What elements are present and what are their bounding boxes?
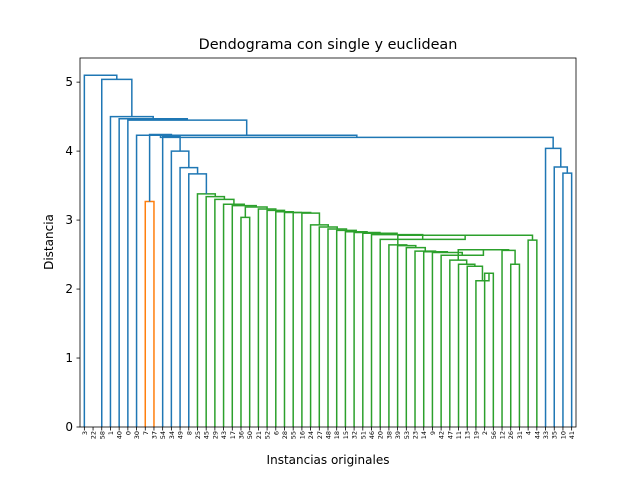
leaf-label-35: 35 <box>551 431 559 439</box>
leaf-label-49: 49 <box>177 431 185 439</box>
leaf-label-45: 45 <box>203 431 211 439</box>
link-u12 <box>83 74 118 427</box>
leaf-label-16: 16 <box>298 431 306 439</box>
leaf-label-39: 39 <box>394 431 402 439</box>
x-axis: 3 22 58 1 40 0 30 7 37 54 34 49 8 25 45 29 43 17 36 50 21 52 6… <box>81 427 576 439</box>
y-axis-label: Distancia <box>42 214 56 270</box>
y-axis: 0 1 2 3 4 5 <box>65 75 80 434</box>
leaf-label-56: 56 <box>490 431 498 439</box>
leaf-label-24: 24 <box>307 431 315 439</box>
leaf-label-53: 53 <box>403 431 411 439</box>
leaf-label-11: 11 <box>455 431 463 439</box>
leaf-label-15: 15 <box>342 431 350 439</box>
y-tick-label: 1 <box>65 351 73 365</box>
leaf-label-10: 10 <box>559 431 567 439</box>
leaf-label-32: 32 <box>351 431 359 439</box>
leaf-label-36: 36 <box>237 431 245 439</box>
leaf-label-29: 29 <box>211 431 219 439</box>
leaf-label-8: 8 <box>185 431 193 435</box>
leaf-label-14: 14 <box>420 431 428 439</box>
leaf-label-55: 55 <box>290 431 298 439</box>
leaf-label-6: 6 <box>272 431 280 435</box>
leaf-label-27: 27 <box>316 431 324 439</box>
leaf-label-54: 54 <box>159 431 167 439</box>
chart-title: Dendograma con single y euclidean <box>199 37 458 53</box>
leaf-label-30: 30 <box>133 431 141 439</box>
leaf-label-26: 26 <box>507 431 515 439</box>
leaf-label-46: 46 <box>368 431 376 439</box>
y-tick-label: 3 <box>65 213 73 227</box>
leaf-label-43: 43 <box>220 431 228 439</box>
leaf-label-21: 21 <box>255 431 263 439</box>
y-tick-label: 4 <box>65 144 73 158</box>
leaf-label-13: 13 <box>464 431 472 439</box>
leaf-label-4: 4 <box>525 431 533 435</box>
leaf-label-34: 34 <box>168 431 176 439</box>
y-tick-label: 0 <box>65 420 73 434</box>
leaf-label-58: 58 <box>98 431 106 439</box>
leaf-label-38: 38 <box>385 431 393 439</box>
leaf-label-44: 44 <box>533 431 541 439</box>
plot-frame <box>79 57 577 428</box>
x-axis-label: Instancias originales <box>267 453 390 467</box>
leaf-label-52: 52 <box>264 431 272 439</box>
leaf-label-51: 51 <box>359 431 367 439</box>
y-tick-label: 2 <box>65 282 73 296</box>
leaf-label-40: 40 <box>116 431 124 439</box>
leaf-label-47: 47 <box>446 431 454 439</box>
y-tick-label: 5 <box>65 75 73 89</box>
leaf-label-31: 31 <box>516 431 524 439</box>
leaf-label-2: 2 <box>481 431 489 435</box>
leaf-label-20: 20 <box>377 431 385 439</box>
leaf-label-42: 42 <box>438 431 446 439</box>
leaf-label-50: 50 <box>246 431 254 439</box>
leaf-label-23: 23 <box>412 431 420 439</box>
leaf-label-12: 12 <box>499 431 507 439</box>
leaf-label-33: 33 <box>542 431 550 439</box>
leaf-label-3: 3 <box>81 431 89 435</box>
leaf-label-37: 37 <box>150 431 158 439</box>
leaf-label-22: 22 <box>90 431 98 439</box>
leaf-label-1: 1 <box>107 431 115 435</box>
leaf-label-19: 19 <box>472 431 480 439</box>
leaf-label-18: 18 <box>333 431 341 439</box>
leaf-label-41: 41 <box>568 431 576 439</box>
leaf-label-0: 0 <box>124 431 132 435</box>
dendrogram-links <box>83 74 573 427</box>
leaf-label-48: 48 <box>325 431 333 439</box>
leaf-label-28: 28 <box>281 431 289 439</box>
leaf-label-9: 9 <box>429 431 437 435</box>
leaf-label-25: 25 <box>194 431 202 439</box>
link-g28 <box>292 211 312 427</box>
leaf-label-17: 17 <box>229 431 237 439</box>
leaf-label-7: 7 <box>142 431 150 435</box>
